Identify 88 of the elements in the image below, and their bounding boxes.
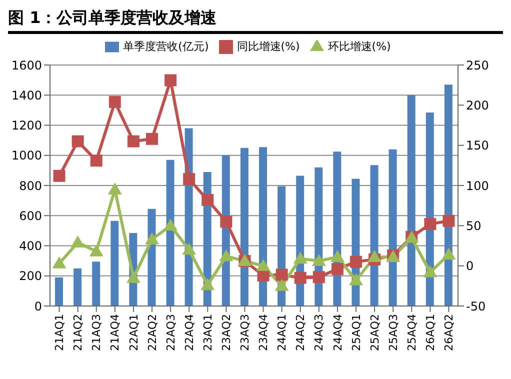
y-tick-label: 200 — [19, 269, 42, 284]
bar — [74, 268, 82, 306]
chart-title: 图 1：公司单季度营收及增速 — [8, 8, 503, 34]
point — [256, 258, 270, 271]
point — [330, 250, 344, 262]
point — [53, 170, 66, 182]
legend-label: 环比增速(%) — [328, 40, 391, 53]
point — [182, 242, 196, 255]
point — [293, 252, 308, 264]
point — [164, 218, 178, 231]
point — [312, 271, 325, 284]
y-tick-label: 1600 — [11, 58, 42, 72]
y2-tick-label: 150 — [466, 138, 489, 153]
point — [423, 265, 438, 278]
legend-label: 单季度营收(亿元) — [123, 40, 209, 53]
point — [108, 182, 122, 195]
bar — [55, 277, 63, 306]
point — [442, 248, 456, 260]
y2-tick-label: 50 — [466, 218, 482, 233]
y-tick-label: 400 — [19, 239, 42, 254]
x-tick-label: 23AQ2 — [220, 314, 233, 351]
x-tick-label: 25AQ2 — [368, 314, 382, 351]
point — [424, 218, 436, 230]
point — [349, 273, 363, 286]
point — [72, 135, 84, 148]
point — [368, 250, 382, 262]
x-tick-label: 22AQ3 — [164, 314, 178, 351]
x-tick-label: 26AQ1 — [424, 314, 437, 351]
y2-tick-label: -50 — [466, 299, 486, 314]
y2-tick-label: 0 — [466, 259, 474, 274]
x-tick-label: 23AQ3 — [238, 314, 252, 351]
y-tick-label: 1000 — [11, 148, 42, 163]
point — [52, 256, 66, 268]
point — [90, 154, 102, 167]
y-tick-label: 1400 — [11, 88, 42, 102]
bar — [166, 160, 174, 306]
point — [164, 74, 177, 86]
y2-tick-label: 200 — [466, 98, 489, 112]
point — [202, 194, 214, 206]
point — [350, 256, 362, 268]
bar — [407, 95, 416, 306]
point — [183, 173, 196, 186]
y-tick-label: 0 — [34, 299, 42, 314]
y2-tick-label: 100 — [466, 178, 489, 193]
x-tick-label: 24AQ2 — [294, 314, 308, 351]
x-tick-label: 24AQ1 — [276, 314, 289, 351]
point — [312, 254, 326, 266]
point — [70, 236, 85, 248]
x-tick-label: 21AQ1 — [53, 314, 66, 351]
x-tick-label: 24AQ4 — [331, 314, 344, 351]
point — [89, 244, 104, 256]
bar — [370, 165, 378, 306]
x-tick-label: 21AQ2 — [72, 314, 85, 351]
point — [220, 216, 232, 228]
bar — [240, 148, 248, 306]
x-tick-label: 25AQ1 — [350, 314, 363, 351]
x-tick-label: 25AQ4 — [405, 314, 418, 351]
point — [276, 268, 288, 281]
point — [146, 132, 158, 145]
bar — [388, 149, 397, 306]
bar — [92, 262, 100, 306]
point — [200, 278, 215, 290]
point — [219, 249, 234, 262]
x-tick-label: 21AQ3 — [90, 314, 104, 351]
point — [294, 272, 306, 284]
legend-label: 同比增速(%) — [236, 40, 300, 53]
y2-tick-label: 250 — [466, 58, 489, 72]
x-tick-label: 25AQ3 — [386, 314, 400, 351]
point — [126, 270, 140, 283]
x-tick-label: 24AQ3 — [312, 314, 326, 351]
x-tick-label: 22AQ4 — [182, 314, 196, 351]
y-tick-label: 1200 — [11, 118, 42, 133]
point — [331, 263, 344, 276]
x-tick-label: 23AQ1 — [201, 314, 214, 351]
point — [145, 232, 159, 244]
y-tick-label: 600 — [19, 208, 42, 223]
x-tick-label: 21AQ4 — [108, 314, 122, 351]
point — [442, 214, 455, 227]
y-tick-label: 800 — [19, 178, 42, 193]
bar — [444, 84, 452, 306]
x-tick-label: 22AQ1 — [127, 314, 140, 351]
bar — [110, 220, 119, 306]
point — [274, 278, 289, 291]
x-tick-label: 22AQ2 — [146, 314, 159, 351]
point — [108, 96, 121, 108]
x-tick-label: 26AQ2 — [442, 314, 456, 351]
point — [127, 135, 140, 148]
x-tick-label: 23AQ4 — [257, 314, 270, 351]
